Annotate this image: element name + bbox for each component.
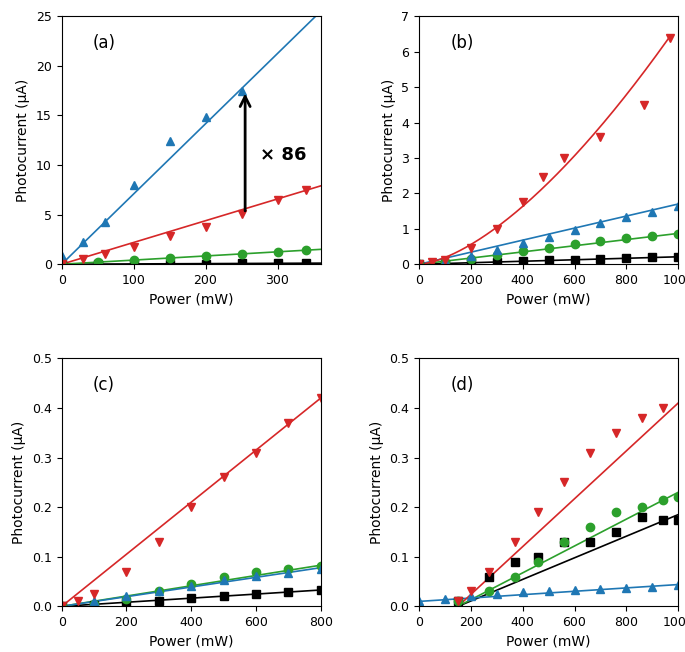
Text: (d): (d)	[450, 376, 473, 394]
Text: × 86: × 86	[260, 146, 306, 164]
Y-axis label: Photocurrent (μA): Photocurrent (μA)	[370, 421, 384, 544]
Text: (c): (c)	[92, 376, 114, 394]
X-axis label: Power (mW): Power (mW)	[149, 293, 234, 306]
X-axis label: Power (mW): Power (mW)	[149, 634, 234, 649]
X-axis label: Power (mW): Power (mW)	[506, 293, 591, 306]
Text: (a): (a)	[92, 34, 116, 52]
Y-axis label: Photocurrent (μA): Photocurrent (μA)	[12, 421, 26, 544]
Y-axis label: Photocurrent (μA): Photocurrent (μA)	[382, 79, 396, 202]
Legend: Bulk, Sputtered film, 100 nm nanorod, 20 nm nanorod: Bulk, Sputtered film, 100 nm nanorod, 20…	[445, 23, 612, 108]
Text: (b): (b)	[450, 34, 473, 52]
Y-axis label: Photocurrent (μA): Photocurrent (μA)	[16, 79, 31, 202]
X-axis label: Power (mW): Power (mW)	[506, 634, 591, 649]
